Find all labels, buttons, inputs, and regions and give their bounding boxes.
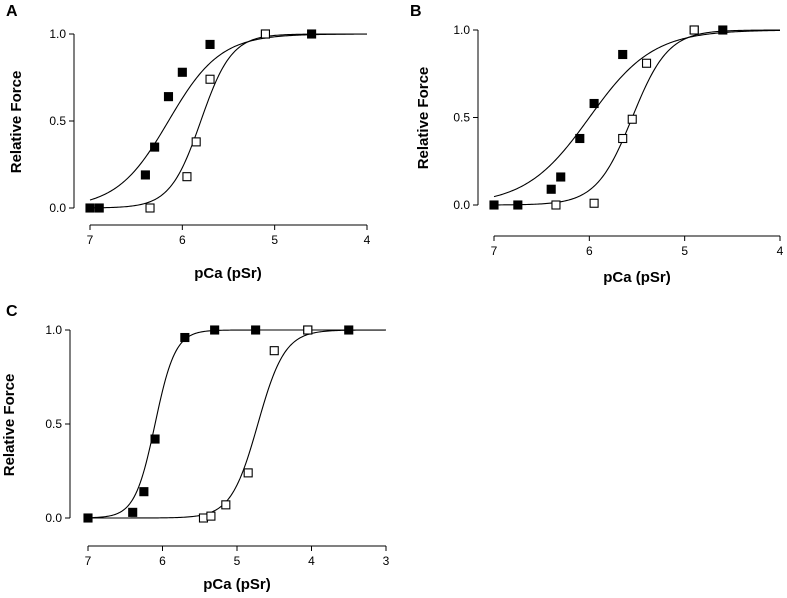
x-tick-label: 6 <box>586 244 593 258</box>
x-tick-label: 6 <box>159 554 166 568</box>
y-axis-title: Relative Force <box>8 71 25 174</box>
data-point-filled <box>140 170 150 180</box>
data-point-filled <box>94 203 104 213</box>
data-point-open <box>191 137 201 147</box>
y-tick-label: 1.0 <box>453 23 470 37</box>
panel-letter: B <box>410 3 422 20</box>
data-point-filled <box>251 325 261 335</box>
panel-letter: C <box>6 303 18 320</box>
chart-panel-c: C 0.0 0.5 1.0 7 6 5 4 3 pCa (pSr) Relative Force <box>1 303 390 593</box>
y-axis-title: Relative Force <box>1 374 18 477</box>
data-point-open <box>260 29 270 39</box>
data-point-filled <box>177 67 187 77</box>
fit-curve-open <box>89 33 367 209</box>
x-axis-title: pCa (pSr) <box>194 265 262 282</box>
data-point-open <box>182 172 192 182</box>
data-point-filled <box>139 487 149 497</box>
data-point-open <box>198 513 209 523</box>
y-tick-label: 0.0 <box>49 201 66 215</box>
data-point-filled <box>344 325 354 335</box>
fit-curve-filled <box>493 29 781 198</box>
data-point-open <box>205 74 215 84</box>
chart-panel-a: A 0.0 0.5 1.0 7 6 5 4 pCa (pSr) Relative Force <box>6 3 371 282</box>
data-point-filled <box>85 203 95 213</box>
data-point-filled <box>83 513 93 523</box>
data-point-open <box>551 200 561 210</box>
panel-letter: A <box>6 3 18 20</box>
data-point-filled <box>180 332 190 343</box>
data-point-filled <box>546 184 556 194</box>
y-tick-label: 1.0 <box>45 323 62 337</box>
data-point-open <box>206 511 216 521</box>
fit-curve-open <box>493 29 780 206</box>
data-point-filled <box>618 49 628 60</box>
data-point-open <box>269 346 279 356</box>
data-point-filled <box>718 25 728 35</box>
data-point-filled <box>589 98 599 109</box>
y-tick-label: 0.5 <box>453 111 470 125</box>
x-tick-label: 5 <box>681 244 688 258</box>
data-point-filled <box>489 200 499 210</box>
data-point-open <box>221 500 231 510</box>
data-point-filled <box>150 434 160 444</box>
data-point-open <box>243 468 253 478</box>
x-axis-title: pCa (pSr) <box>203 576 271 593</box>
y-tick-label: 0.5 <box>49 114 66 128</box>
data-point-filled <box>128 507 138 517</box>
x-tick-label: 7 <box>87 233 94 247</box>
data-point-open <box>589 198 599 208</box>
data-point-open <box>303 325 313 335</box>
x-tick-label: 5 <box>271 233 278 247</box>
data-point-open <box>689 25 699 35</box>
x-tick-label: 7 <box>491 244 498 258</box>
data-point-filled <box>513 200 523 210</box>
data-point-open <box>641 58 652 68</box>
y-tick-label: 0.5 <box>45 417 62 431</box>
data-point-filled <box>307 29 317 39</box>
x-tick-label: 6 <box>179 233 186 247</box>
y-tick-label: 0.0 <box>45 511 62 525</box>
data-point-filled <box>150 142 160 152</box>
fit-curve-filled <box>87 329 386 519</box>
x-tick-label: 7 <box>85 554 92 568</box>
chart-panel-b: B 0.0 0.5 1.0 7 6 5 4 pCa (pSr) Relative Force <box>410 3 784 286</box>
x-tick-label: 4 <box>777 244 784 258</box>
fit-curve-open <box>88 329 387 519</box>
x-tick-label: 5 <box>234 554 241 568</box>
data-point-filled <box>575 133 585 144</box>
x-tick-label: 4 <box>308 554 315 568</box>
data-point-open <box>145 203 155 213</box>
y-axis-title: Relative Force <box>415 67 432 170</box>
data-point-open <box>618 133 628 144</box>
data-point-filled <box>205 39 215 49</box>
x-tick-label: 4 <box>364 233 371 247</box>
x-tick-label: 3 <box>383 554 390 568</box>
data-point-filled <box>210 325 220 335</box>
data-point-filled <box>556 172 566 182</box>
data-point-open <box>627 114 637 124</box>
y-tick-label: 0.0 <box>453 198 470 212</box>
y-tick-label: 1.0 <box>49 27 66 41</box>
data-point-filled <box>163 92 174 102</box>
x-axis-title: pCa (pSr) <box>603 269 671 286</box>
